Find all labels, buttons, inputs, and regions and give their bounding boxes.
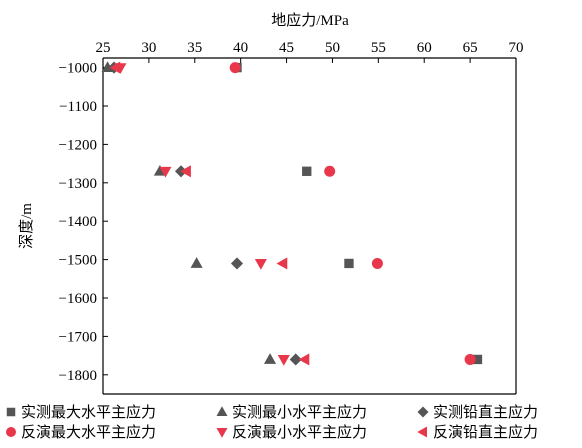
x-tick-label: 35 bbox=[187, 40, 202, 56]
x-tick-label: 50 bbox=[325, 40, 340, 56]
legend-label: 反演最大水平主应力 bbox=[21, 423, 156, 441]
y-tick-label: −1100 bbox=[59, 99, 97, 115]
legend-label: 实测铅直主应力 bbox=[433, 403, 538, 421]
data-point bbox=[229, 62, 241, 74]
series-1 bbox=[232, 62, 483, 365]
legend-item: 实测最小水平主应力 bbox=[216, 403, 367, 421]
legend-marker bbox=[417, 426, 427, 438]
x-ticks: 25 30 35 40 45 50 55 60 65 70 bbox=[96, 40, 524, 63]
data-points bbox=[101, 61, 483, 366]
data-point bbox=[344, 258, 354, 269]
data-point bbox=[190, 257, 203, 268]
data-point bbox=[289, 353, 302, 366]
data-point bbox=[276, 257, 288, 270]
legend-item: 反演最大水平主应力 bbox=[6, 423, 156, 441]
data-point bbox=[180, 165, 191, 178]
series-3 bbox=[107, 61, 302, 366]
legend-marker bbox=[417, 406, 429, 418]
x-tick-label: 65 bbox=[463, 40, 478, 56]
x-tick-label: 70 bbox=[509, 40, 524, 56]
data-point bbox=[302, 166, 312, 176]
data-point bbox=[324, 165, 336, 177]
legend-marker bbox=[6, 427, 16, 437]
data-point bbox=[254, 259, 267, 270]
legend-marker bbox=[6, 407, 16, 417]
x-tick-label: 30 bbox=[141, 40, 156, 56]
y-tick-label: −1000 bbox=[59, 61, 97, 77]
legend-item: 反演铅直主应力 bbox=[417, 423, 538, 441]
x-tick-label: 55 bbox=[371, 40, 386, 56]
y-tick-label: −1300 bbox=[59, 176, 97, 192]
axes bbox=[102, 57, 517, 395]
y-tick-label: −1600 bbox=[59, 291, 97, 307]
y-tick-label: −1200 bbox=[59, 137, 97, 153]
x-tick-label: 60 bbox=[417, 40, 432, 56]
data-point bbox=[472, 354, 483, 365]
y-axis-title: 深度/m bbox=[18, 203, 35, 249]
x-axis-title: 地应力/MPa bbox=[271, 11, 349, 29]
legend-label: 实测最小水平主应力 bbox=[232, 403, 367, 421]
legend-item: 实测铅直主应力 bbox=[417, 403, 538, 421]
data-point bbox=[464, 353, 476, 365]
legend-label: 反演最小水平主应力 bbox=[232, 423, 367, 441]
series-5 bbox=[114, 63, 290, 366]
data-point bbox=[298, 353, 310, 366]
legend-marker bbox=[216, 406, 228, 416]
series-4 bbox=[229, 62, 476, 365]
legend-marker bbox=[216, 428, 228, 438]
y-ticks: −1000 −1100 −1200 −1300 −1400 −1500 −1600 −1700… bbox=[59, 61, 108, 384]
data-point bbox=[230, 257, 244, 270]
series-6 bbox=[109, 61, 310, 366]
y-tick-label: −1800 bbox=[59, 368, 97, 384]
data-point bbox=[263, 353, 277, 364]
y-tick-label: −1400 bbox=[59, 214, 97, 230]
data-point bbox=[371, 257, 383, 269]
legend-item: 反演最小水平主应力 bbox=[216, 423, 367, 441]
x-tick-label: 40 bbox=[233, 40, 248, 56]
x-tick-label: 25 bbox=[96, 40, 111, 56]
series-2 bbox=[101, 61, 277, 364]
data-point bbox=[277, 355, 290, 366]
data-point bbox=[159, 166, 172, 178]
legend-label: 反演铅直主应力 bbox=[433, 423, 538, 441]
data-point bbox=[109, 61, 121, 74]
y-tick-label: −1500 bbox=[59, 253, 97, 269]
legend-label: 实测最大水平主应力 bbox=[21, 403, 156, 421]
x-tick-label: 45 bbox=[279, 40, 294, 56]
legend-item: 实测最大水平主应力 bbox=[6, 403, 156, 421]
y-tick-label: −1700 bbox=[59, 329, 97, 345]
